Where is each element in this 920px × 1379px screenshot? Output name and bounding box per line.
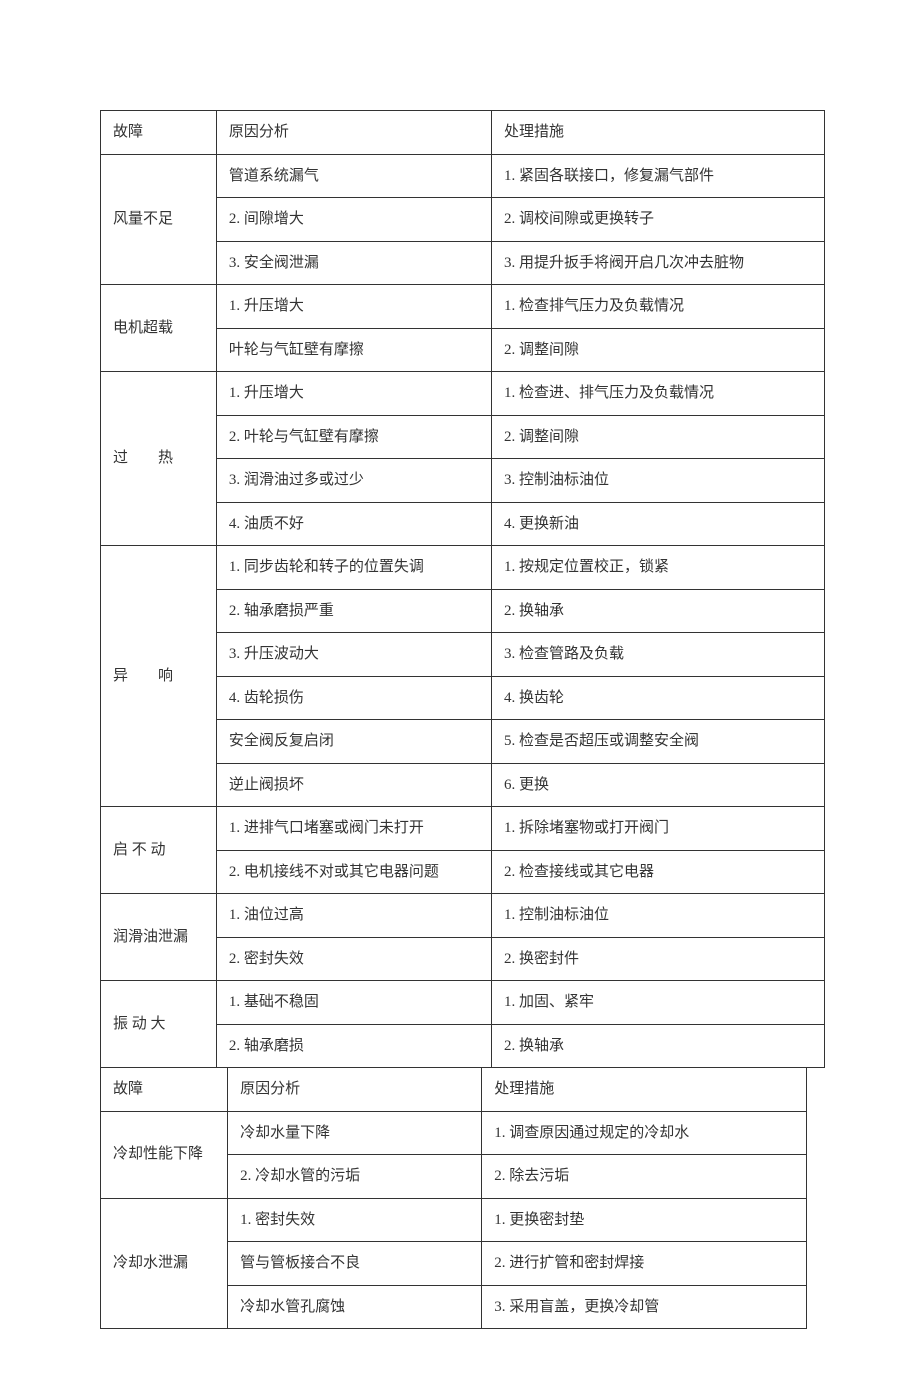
action-cell: 1. 更换密封垫 xyxy=(482,1198,807,1242)
cause-cell: 2. 电机接线不对或其它电器问题 xyxy=(216,850,491,894)
table-row: 振 动 大 1. 基础不稳固 1. 加固、紧牢 xyxy=(101,981,825,1025)
cause-cell: 管道系统漏气 xyxy=(216,154,491,198)
cause-cell: 管与管板接合不良 xyxy=(228,1242,482,1286)
table-row: 冷却性能下降 冷却水量下降 1. 调查原因通过规定的冷却水 xyxy=(101,1111,807,1155)
cause-cell: 3. 润滑油过多或过少 xyxy=(216,459,491,503)
action-cell: 3. 采用盲盖，更换冷却管 xyxy=(482,1285,807,1329)
cause-cell: 安全阀反复启闭 xyxy=(216,720,491,764)
action-cell: 2. 调整间隙 xyxy=(491,328,824,372)
cause-cell: 2. 轴承磨损 xyxy=(216,1024,491,1068)
cause-cell: 冷却水量下降 xyxy=(228,1111,482,1155)
action-cell: 2. 换轴承 xyxy=(491,589,824,633)
action-cell: 1. 调查原因通过规定的冷却水 xyxy=(482,1111,807,1155)
cause-cell: 1. 升压增大 xyxy=(216,372,491,416)
action-cell: 6. 更换 xyxy=(491,763,824,807)
action-cell: 1. 检查进、排气压力及负载情况 xyxy=(491,372,824,416)
table-header-row: 故障 原因分析 处理措施 xyxy=(101,111,825,155)
action-cell: 1. 按规定位置校正，锁紧 xyxy=(491,546,824,590)
table-row: 风量不足 管道系统漏气 1. 紧固各联接口，修复漏气部件 xyxy=(101,154,825,198)
cause-cell: 叶轮与气缸壁有摩擦 xyxy=(216,328,491,372)
action-cell: 1. 控制油标油位 xyxy=(491,894,824,938)
cause-cell: 1. 油位过高 xyxy=(216,894,491,938)
cause-cell: 逆止阀损坏 xyxy=(216,763,491,807)
header-cause: 原因分析 xyxy=(228,1068,482,1111)
cause-cell: 4. 齿轮损伤 xyxy=(216,676,491,720)
action-cell: 3. 用提升扳手将阀开启几次冲去脏物 xyxy=(491,241,824,285)
action-cell: 2. 换轴承 xyxy=(491,1024,824,1068)
action-cell: 1. 紧固各联接口，修复漏气部件 xyxy=(491,154,824,198)
table-header-row: 故障 原因分析 处理措施 xyxy=(101,1068,807,1111)
action-cell: 2. 进行扩管和密封焊接 xyxy=(482,1242,807,1286)
cause-cell: 冷却水管孔腐蚀 xyxy=(228,1285,482,1329)
header-fault: 故障 xyxy=(101,111,217,155)
table-row: 异 响 1. 同步齿轮和转子的位置失调 1. 按规定位置校正，锁紧 xyxy=(101,546,825,590)
table-row: 润滑油泄漏 1. 油位过高 1. 控制油标油位 xyxy=(101,894,825,938)
troubleshooting-table-2: 故障 原因分析 处理措施 冷却性能下降 冷却水量下降 1. 调查原因通过规定的冷… xyxy=(100,1068,807,1329)
action-cell: 2. 除去污垢 xyxy=(482,1155,807,1199)
cause-cell: 2. 冷却水管的污垢 xyxy=(228,1155,482,1199)
fault-cell: 冷却性能下降 xyxy=(101,1111,228,1198)
header-fault: 故障 xyxy=(101,1068,228,1111)
cause-cell: 1. 进排气口堵塞或阀门未打开 xyxy=(216,807,491,851)
cause-cell: 3. 升压波动大 xyxy=(216,633,491,677)
fault-cell: 过 热 xyxy=(101,372,217,546)
table-row: 启 不 动 1. 进排气口堵塞或阀门未打开 1. 拆除堵塞物或打开阀门 xyxy=(101,807,825,851)
cause-cell: 1. 基础不稳固 xyxy=(216,981,491,1025)
action-cell: 1. 加固、紧牢 xyxy=(491,981,824,1025)
action-cell: 4. 换齿轮 xyxy=(491,676,824,720)
header-action: 处理措施 xyxy=(482,1068,807,1111)
table-row: 过 热 1. 升压增大 1. 检查进、排气压力及负载情况 xyxy=(101,372,825,416)
cause-cell: 1. 升压增大 xyxy=(216,285,491,329)
action-cell: 2. 调整间隙 xyxy=(491,415,824,459)
cause-cell: 2. 间隙增大 xyxy=(216,198,491,242)
table-row: 冷却水泄漏 1. 密封失效 1. 更换密封垫 xyxy=(101,1198,807,1242)
cause-cell: 2. 轴承磨损严重 xyxy=(216,589,491,633)
action-cell: 2. 调校间隙或更换转子 xyxy=(491,198,824,242)
fault-cell: 冷却水泄漏 xyxy=(101,1198,228,1329)
action-cell: 2. 检查接线或其它电器 xyxy=(491,850,824,894)
fault-cell: 润滑油泄漏 xyxy=(101,894,217,981)
action-cell: 3. 检查管路及负载 xyxy=(491,633,824,677)
action-cell: 5. 检查是否超压或调整安全阀 xyxy=(491,720,824,764)
action-cell: 4. 更换新油 xyxy=(491,502,824,546)
fault-cell: 风量不足 xyxy=(101,154,217,285)
fault-cell: 振 动 大 xyxy=(101,981,217,1068)
action-cell: 1. 检查排气压力及负载情况 xyxy=(491,285,824,329)
cause-cell: 3. 安全阀泄漏 xyxy=(216,241,491,285)
fault-cell: 电机超载 xyxy=(101,285,217,372)
action-cell: 2. 换密封件 xyxy=(491,937,824,981)
cause-cell: 2. 叶轮与气缸壁有摩擦 xyxy=(216,415,491,459)
cause-cell: 1. 同步齿轮和转子的位置失调 xyxy=(216,546,491,590)
action-cell: 1. 拆除堵塞物或打开阀门 xyxy=(491,807,824,851)
header-action: 处理措施 xyxy=(491,111,824,155)
table-row: 电机超载 1. 升压增大 1. 检查排气压力及负载情况 xyxy=(101,285,825,329)
cause-cell: 1. 密封失效 xyxy=(228,1198,482,1242)
cause-cell: 4. 油质不好 xyxy=(216,502,491,546)
action-cell: 3. 控制油标油位 xyxy=(491,459,824,503)
cause-cell: 2. 密封失效 xyxy=(216,937,491,981)
troubleshooting-table-1: 故障 原因分析 处理措施 风量不足 管道系统漏气 1. 紧固各联接口，修复漏气部… xyxy=(100,110,825,1068)
fault-cell: 异 响 xyxy=(101,546,217,807)
fault-cell: 启 不 动 xyxy=(101,807,217,894)
header-cause: 原因分析 xyxy=(216,111,491,155)
